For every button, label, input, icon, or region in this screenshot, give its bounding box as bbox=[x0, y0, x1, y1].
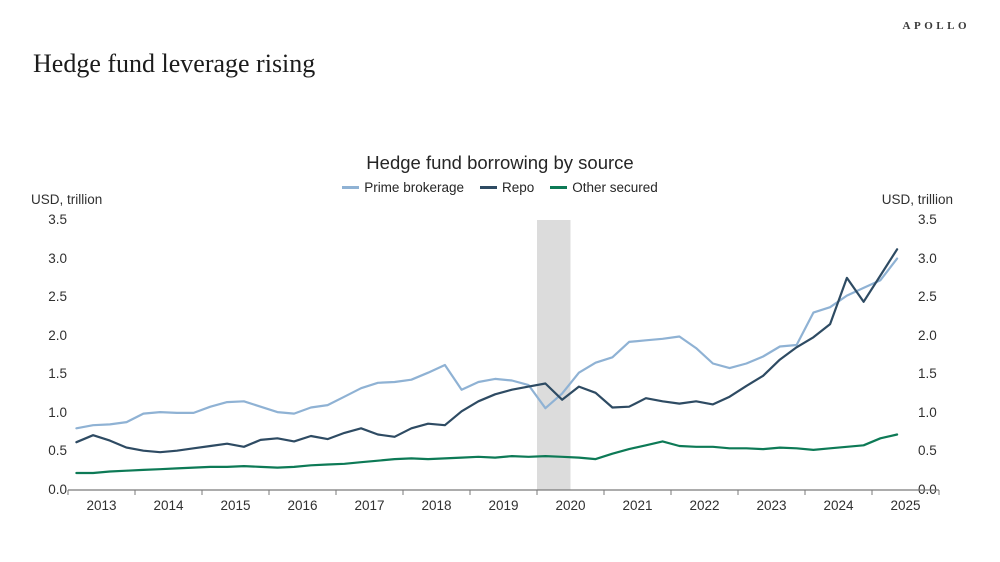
y-tick-label-right: 1.5 bbox=[918, 366, 937, 382]
legend-swatch bbox=[479, 186, 497, 189]
y-tick-label-left: 3.5 bbox=[48, 212, 67, 227]
legend-label: Prime brokerage bbox=[364, 180, 464, 195]
y-tick-label-right: 3.0 bbox=[918, 250, 937, 266]
x-tick-label: 2021 bbox=[622, 498, 653, 513]
y-tick-label-right: 3.5 bbox=[918, 212, 937, 227]
right-axis-unit-label: USD, trillion bbox=[881, 192, 953, 207]
chart-legend: Prime brokerage Repo Other secured bbox=[0, 180, 1000, 195]
legend-label: Other secured bbox=[572, 180, 658, 195]
recession-shading-band bbox=[537, 220, 571, 490]
x-tick-label: 2024 bbox=[823, 498, 854, 513]
series-line-prime-brokerage bbox=[75, 257, 899, 430]
legend-item-repo: Repo bbox=[479, 180, 535, 195]
apollo-logo: APOLLO bbox=[902, 20, 970, 32]
y-tick-label-left: 2.5 bbox=[48, 289, 67, 305]
y-tick-label-right: 0.5 bbox=[918, 443, 937, 459]
y-tick-label-left: 0.5 bbox=[48, 443, 67, 459]
y-tick-label-right: 2.5 bbox=[918, 289, 937, 305]
y-tick-label-left: 0.0 bbox=[48, 482, 67, 497]
series-line-other-secured bbox=[75, 433, 899, 475]
legend-label: Repo bbox=[501, 180, 535, 195]
x-tick-label: 2020 bbox=[555, 498, 586, 513]
legend-item-other-secured: Other secured bbox=[550, 180, 658, 195]
legend-swatch bbox=[342, 186, 360, 189]
y-tick-label-left: 3.0 bbox=[48, 250, 67, 266]
x-tick-label: 2017 bbox=[354, 498, 385, 513]
page-title: Hedge fund leverage rising bbox=[33, 49, 316, 79]
x-tick-label: 2019 bbox=[488, 498, 519, 513]
x-tick-label: 2014 bbox=[153, 498, 184, 513]
left-axis-unit-label: USD, trillion bbox=[31, 192, 103, 207]
x-tick-label: 2018 bbox=[421, 498, 452, 513]
y-tick-label-left: 1.0 bbox=[48, 404, 67, 420]
x-tick-label: 2022 bbox=[689, 498, 720, 513]
chart-title: Hedge fund borrowing by source bbox=[366, 152, 634, 173]
x-tick-label: 2025 bbox=[890, 498, 921, 513]
legend-swatch bbox=[550, 186, 568, 189]
series-line-repo bbox=[75, 248, 899, 454]
y-tick-label-right: 1.0 bbox=[918, 404, 937, 420]
x-tick-label: 2013 bbox=[86, 498, 117, 513]
legend-item-prime-brokerage: Prime brokerage bbox=[342, 180, 464, 195]
x-tick-label: 2015 bbox=[220, 498, 251, 513]
x-tick-label: 2016 bbox=[287, 498, 318, 513]
y-tick-label-left: 1.5 bbox=[48, 366, 67, 382]
y-tick-label-left: 2.0 bbox=[48, 327, 67, 343]
y-tick-label-right: 2.0 bbox=[918, 327, 937, 343]
x-tick-label: 2023 bbox=[756, 498, 787, 513]
